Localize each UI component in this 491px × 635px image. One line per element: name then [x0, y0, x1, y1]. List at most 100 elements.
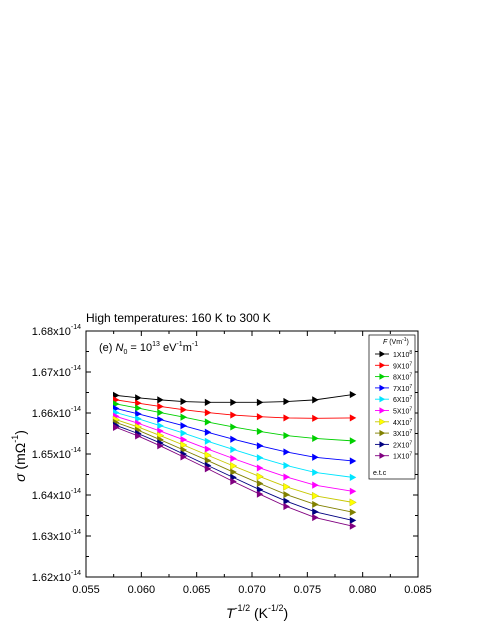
annotation-unit-ev-sup: -1	[176, 341, 182, 348]
legend-label: 1X107	[393, 452, 412, 461]
y-tick-exponent: -14	[71, 365, 81, 372]
annotation-unit-m-sup: -1	[192, 341, 198, 348]
legend-label: 5X107	[393, 407, 412, 416]
legend-marker	[379, 362, 386, 369]
x-tick-label: 0.055	[72, 584, 100, 596]
x-axis-label-symbol-sup: -1/2	[235, 603, 251, 613]
y-tick-label: 1.65x10-14	[32, 447, 81, 461]
series-point	[204, 451, 212, 460]
legend-label-mantissa: 1X10	[393, 454, 409, 461]
series-point	[283, 461, 290, 470]
legend-label-mantissa: 2X10	[393, 442, 409, 449]
series-point	[312, 468, 319, 477]
series-point	[283, 414, 290, 422]
series-point	[349, 522, 357, 530]
legend-title-sup: -1	[402, 337, 407, 343]
series-point	[312, 481, 319, 489]
x-tick-label: 0.060	[128, 584, 156, 596]
legend-title-close: )	[407, 339, 409, 346]
series-point	[230, 445, 237, 454]
series	[113, 390, 357, 406]
series-line	[115, 403, 353, 442]
series-point	[256, 486, 264, 494]
legend-label-exponent: 7	[409, 418, 412, 424]
y-tick-label: 1.68x10-14	[32, 324, 81, 338]
series	[113, 396, 357, 422]
series-group	[112, 390, 357, 530]
series-point	[180, 453, 187, 461]
y-axis-label-symbol: σ	[12, 473, 28, 482]
series	[113, 408, 357, 481]
series-point	[312, 396, 319, 404]
legend-marker	[379, 373, 386, 380]
series-point	[283, 397, 290, 406]
series-line	[115, 408, 353, 462]
series-point	[135, 432, 142, 440]
legend-label-mantissa: 9X10	[393, 363, 409, 370]
series-point	[230, 454, 237, 463]
series-point	[256, 479, 264, 488]
y-tick-mantissa: 1.66x10	[32, 408, 71, 420]
series-point	[256, 427, 264, 436]
y-tick-exponent: -14	[71, 529, 81, 536]
series-point	[349, 473, 357, 481]
legend-label: 6X107	[393, 395, 412, 404]
legend-label-exponent: 7	[409, 384, 412, 390]
legend-label: 8X107	[393, 373, 412, 382]
legend-label-exponent: 7	[409, 452, 412, 458]
series-point	[204, 398, 212, 406]
series-point	[230, 461, 238, 470]
series-point	[349, 414, 357, 422]
legend-label-mantissa: 7X10	[393, 386, 409, 393]
legend-label-mantissa: 3X10	[393, 431, 409, 438]
y-tick-label: 1.62x10-14	[32, 570, 81, 584]
series-point	[230, 398, 237, 406]
series-point	[157, 422, 164, 430]
y-tick-label: 1.64x10-14	[32, 488, 81, 502]
legend-marker	[379, 429, 386, 437]
series-point	[135, 415, 142, 423]
legend-title-unit: (Vm	[387, 339, 402, 346]
legend-label: 4X107	[393, 418, 412, 427]
legend-label-mantissa: 5X10	[393, 409, 409, 416]
legend-label-mantissa: 6X10	[393, 397, 409, 404]
series-point	[204, 437, 212, 445]
y-tick-mantissa: 1.65x10	[32, 449, 71, 461]
series-point	[283, 448, 290, 456]
series	[113, 418, 357, 516]
x-tick-label: 0.070	[238, 584, 266, 596]
y-tick-mantissa: 1.64x10	[32, 490, 71, 502]
series-point	[157, 396, 164, 404]
legend-label: 1X108	[393, 350, 412, 359]
series-point	[283, 431, 290, 440]
legend-items: 1X1089X1078X1077X1076X1075X1074X1073X107…	[375, 350, 412, 461]
annotation-exponent: 13	[152, 341, 160, 348]
series-point	[180, 397, 187, 406]
y-tick-label: 1.67x10-14	[32, 365, 81, 379]
series-point	[180, 429, 187, 437]
y-axis-label-unit: (mΩ	[12, 443, 28, 474]
y-axis-label-unit-sup: -1	[10, 435, 20, 443]
series-point	[349, 457, 357, 465]
annotation-unit-ev: eV	[160, 342, 177, 354]
series-point	[349, 508, 357, 516]
series-point	[283, 502, 290, 511]
series	[113, 423, 357, 530]
series-point	[230, 411, 237, 419]
plot-area	[85, 330, 419, 578]
x-tick-label: 0.065	[183, 584, 211, 596]
legend-marker	[379, 418, 386, 426]
x-axis-label-unit: (K	[250, 605, 269, 621]
y-axis: 1.62x10-141.63x10-141.64x10-141.65x10-14…	[32, 324, 418, 584]
legend: F (Vm-1) 1X1089X1078X1077X1076X1075X1074…	[368, 334, 416, 480]
legend-label: 9X107	[393, 361, 412, 370]
series-point	[204, 408, 212, 417]
y-axis-label-close: )	[12, 430, 28, 435]
series-point	[157, 402, 164, 411]
legend-footer: e.t.c	[373, 470, 387, 477]
series-line	[115, 426, 353, 527]
legend-label: 7X107	[393, 384, 412, 393]
series-point	[204, 456, 212, 465]
series-point	[230, 435, 237, 443]
